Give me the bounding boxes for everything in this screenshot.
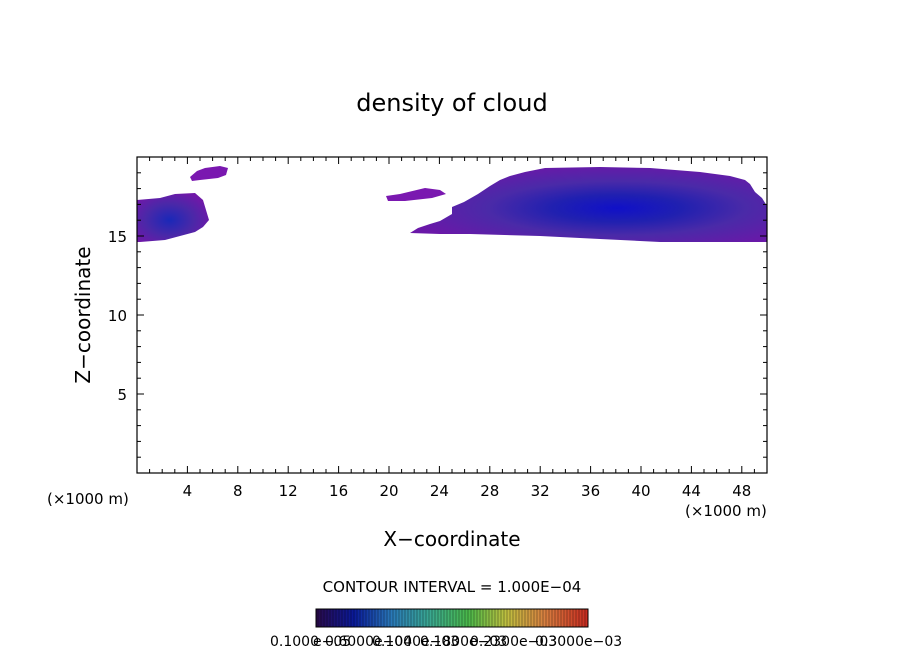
colorbar-label: e−05: [313, 634, 351, 650]
x-unit-right: (×1000 m): [685, 502, 767, 520]
cloud-region-left-top: [190, 166, 228, 181]
colorbar-labels: 0.1000 e−05 0.6000e−04 0.1000e−03 0.1800…: [270, 634, 622, 650]
x-unit-left: (×1000 m): [47, 490, 129, 508]
y-axis-ticks: 5 10 15: [108, 172, 767, 458]
y-axis-label: Z−coordinate: [71, 246, 95, 383]
colorbar-label: 0.1000: [270, 634, 319, 650]
x-axis-label: X−coordinate: [383, 527, 520, 551]
y-tick-label: 5: [117, 386, 127, 404]
chart-title: density of cloud: [356, 89, 547, 117]
colorbar-frame: [315, 608, 589, 628]
colorbar-stripes: [317, 609, 586, 627]
x-tick-label: 44: [682, 482, 701, 500]
cloud-region-main: [410, 167, 767, 242]
colorbar-label: 0.6000e−04: [325, 634, 412, 650]
x-tick-label: 32: [531, 482, 550, 500]
colorbar-label: 0.2300e−03: [470, 634, 557, 650]
x-tick-label: 36: [581, 482, 600, 500]
x-tick-label: 28: [480, 482, 499, 500]
y-tick-label: 10: [108, 307, 127, 325]
cloud-region-left: [137, 193, 209, 242]
colorbar-label: 0.1000e−03: [372, 634, 459, 650]
cloud-region-mid: [386, 188, 446, 201]
x-tick-label: 20: [379, 482, 398, 500]
y-tick-label: 15: [108, 228, 127, 246]
cloud-density-field: [137, 166, 767, 242]
colorbar-label: 0.3000e−03: [535, 634, 622, 650]
x-tick-label: 16: [329, 482, 348, 500]
x-tick-label: 48: [732, 482, 751, 500]
x-tick-label: 12: [279, 482, 298, 500]
x-tick-label: 8: [233, 482, 243, 500]
contour-interval-text: CONTOUR INTERVAL = 1.000E−04: [323, 578, 582, 596]
x-tick-label: 24: [430, 482, 449, 500]
x-axis-ticks: 4 8 12 16 20 24 28 32 36 40 44 48: [149, 157, 755, 500]
x-tick-label: 40: [631, 482, 650, 500]
x-tick-label: 4: [183, 482, 193, 500]
colorbar-label: 0.1800e−03: [420, 634, 507, 650]
